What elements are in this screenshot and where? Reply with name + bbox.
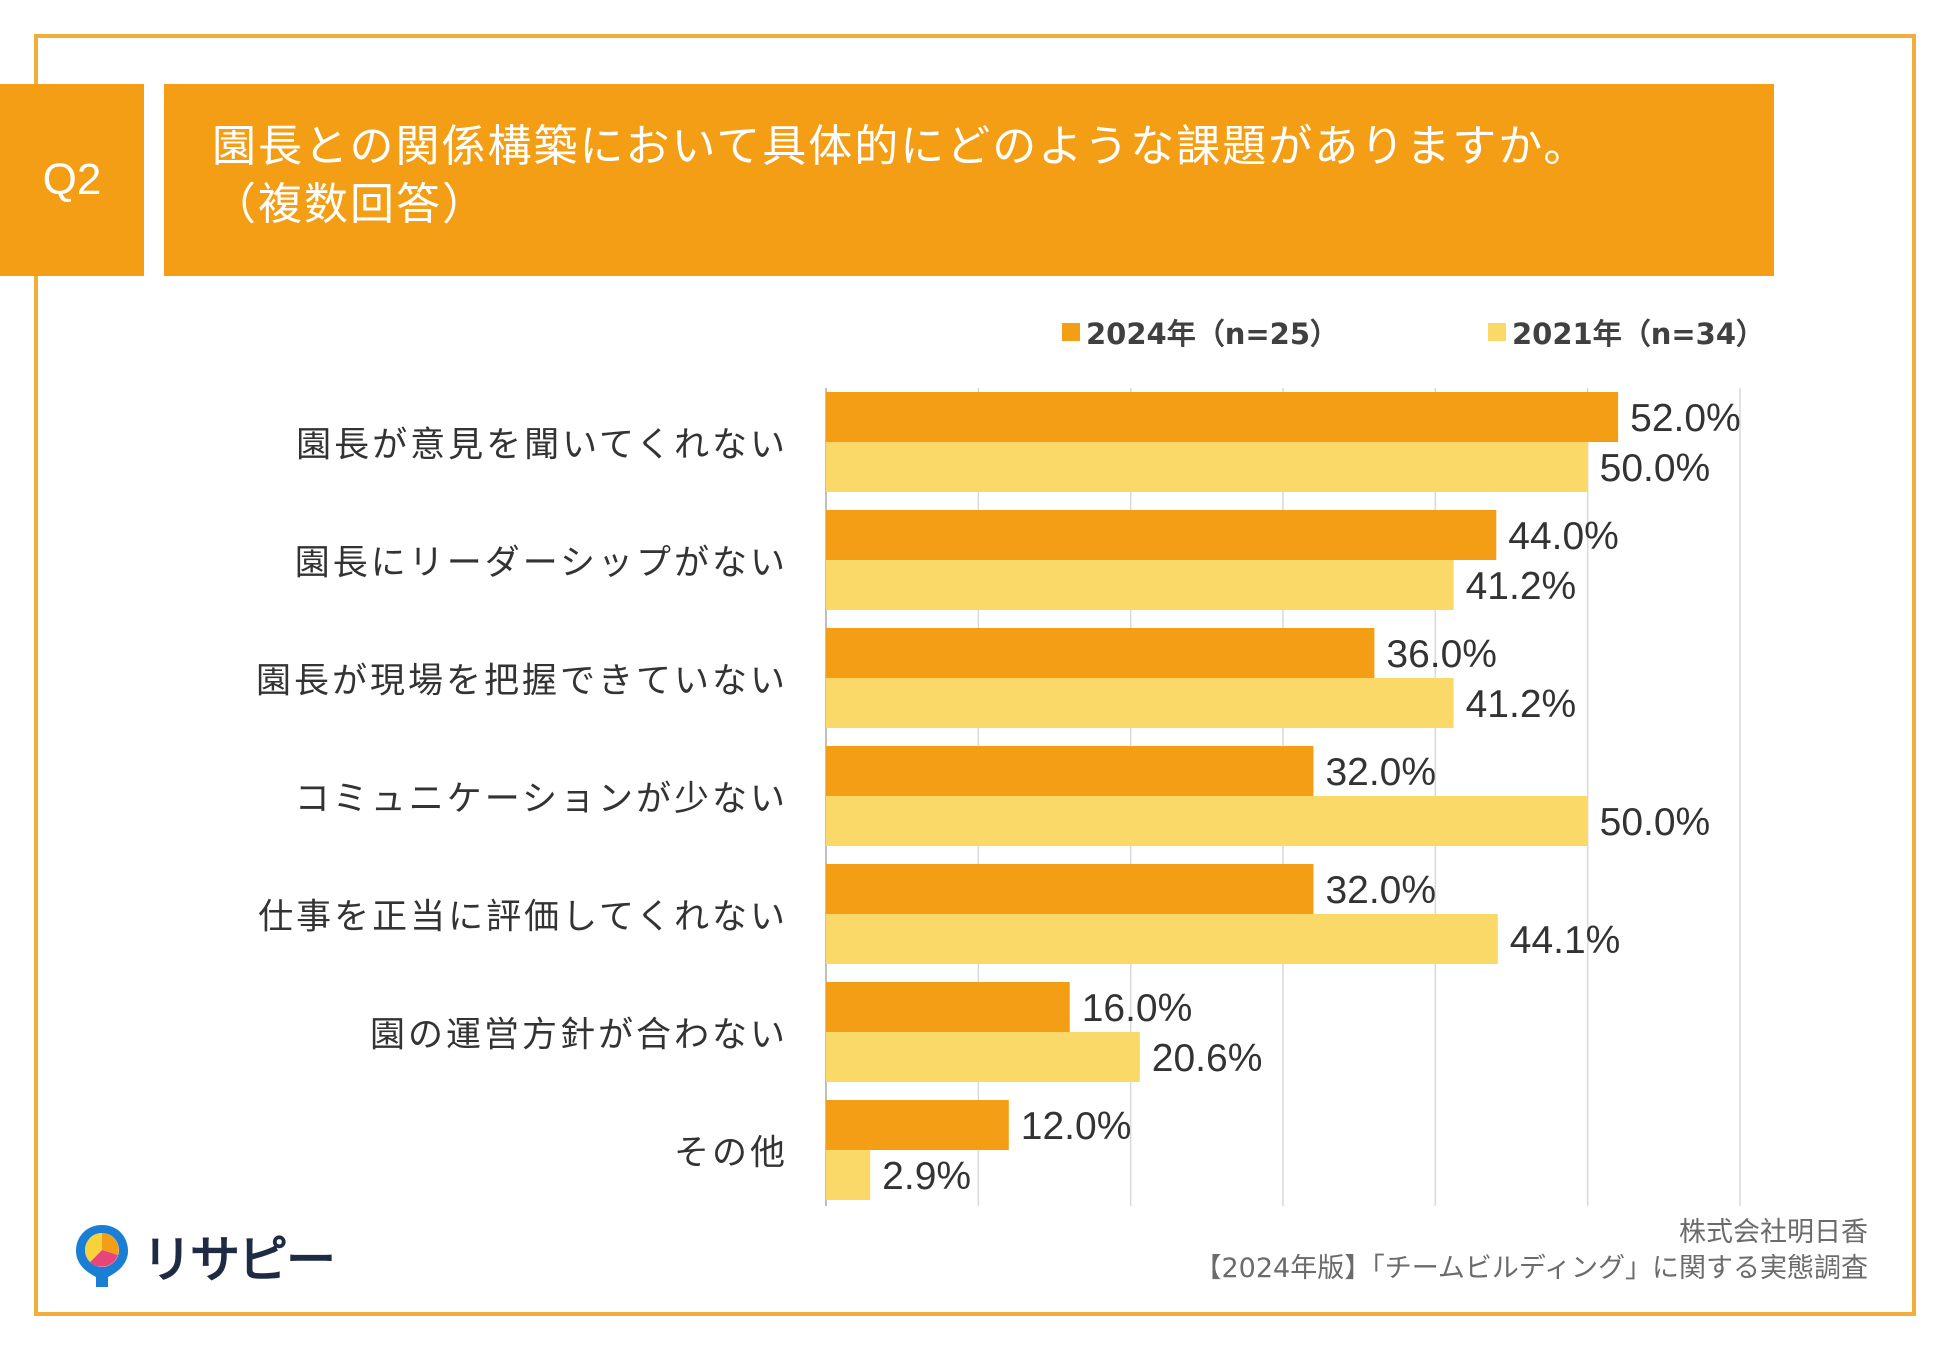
- credit-company: 株式会社明日香: [1679, 1217, 1868, 1248]
- logo-pin-icon: [76, 1225, 128, 1287]
- data-label: 12.0%: [1021, 1105, 1132, 1148]
- bar-2024: [826, 510, 1497, 560]
- credit-survey: 【2024年版】「チームビルディング」に関する実態調査: [1194, 1253, 1868, 1284]
- bar-2024: [826, 746, 1314, 796]
- legend-item-2024: 2024年（n=25）: [1062, 312, 1339, 352]
- bar-2021: [826, 1150, 871, 1200]
- legend-swatch-2024: [1062, 323, 1080, 341]
- legend-label-2021: 2021年（n=34）: [1512, 317, 1766, 351]
- bar-2024: [826, 1100, 1009, 1150]
- data-label: 16.0%: [1082, 987, 1193, 1030]
- bar-2021: [826, 442, 1588, 492]
- category-label: 園長にリーダーシップがない: [294, 543, 788, 584]
- bar-2024: [826, 864, 1314, 914]
- category-label: 仕事を正当に評価してくれない: [258, 897, 788, 938]
- data-label: 50.0%: [1600, 447, 1711, 490]
- data-label: 20.6%: [1152, 1037, 1263, 1080]
- bar-2021: [826, 1032, 1140, 1082]
- category-label: その他: [673, 1133, 788, 1174]
- category-label: 園長が現場を把握できていない: [255, 661, 788, 702]
- question-title-line2: （複数回答）: [212, 179, 488, 230]
- data-label: 41.2%: [1466, 683, 1577, 726]
- bar-2024: [826, 628, 1375, 678]
- category-label: 園長が意見を聞いてくれない: [296, 425, 788, 466]
- category-label: 園の運営方針が合わない: [369, 1015, 788, 1056]
- logo: リサピー: [72, 1220, 336, 1292]
- bar-2021: [826, 914, 1498, 964]
- data-label: 44.1%: [1510, 919, 1621, 962]
- chart-frame: [34, 34, 1916, 1316]
- bar-2024: [826, 982, 1070, 1032]
- legend-item-2021: 2021年（n=34）: [1488, 312, 1765, 352]
- logo-text: リサピー: [142, 1231, 336, 1289]
- data-label: 52.0%: [1630, 397, 1741, 440]
- data-label: 41.2%: [1466, 565, 1577, 608]
- question-badge: Q2: [0, 84, 144, 276]
- data-label: 32.0%: [1325, 751, 1436, 794]
- bar-2021: [826, 560, 1454, 610]
- legend-label-2024: 2024年（n=25）: [1086, 317, 1340, 351]
- question-title: 園長との関係構築において具体的にどのような課題がありますか。 （複数回答）: [164, 84, 1774, 276]
- bar-2024: [826, 392, 1619, 442]
- bar-2021: [826, 796, 1588, 846]
- data-label: 2.9%: [882, 1155, 971, 1198]
- legend-swatch-2021: [1488, 323, 1506, 341]
- data-label: 44.0%: [1508, 515, 1619, 558]
- data-label: 50.0%: [1600, 801, 1711, 844]
- data-label: 36.0%: [1386, 633, 1497, 676]
- question-title-line1: 園長との関係構築において具体的にどのような課題がありますか。: [212, 121, 1590, 172]
- bar-2021: [826, 678, 1454, 728]
- data-label: 32.0%: [1325, 869, 1436, 912]
- category-label: コミュニケーションが少ない: [294, 779, 788, 820]
